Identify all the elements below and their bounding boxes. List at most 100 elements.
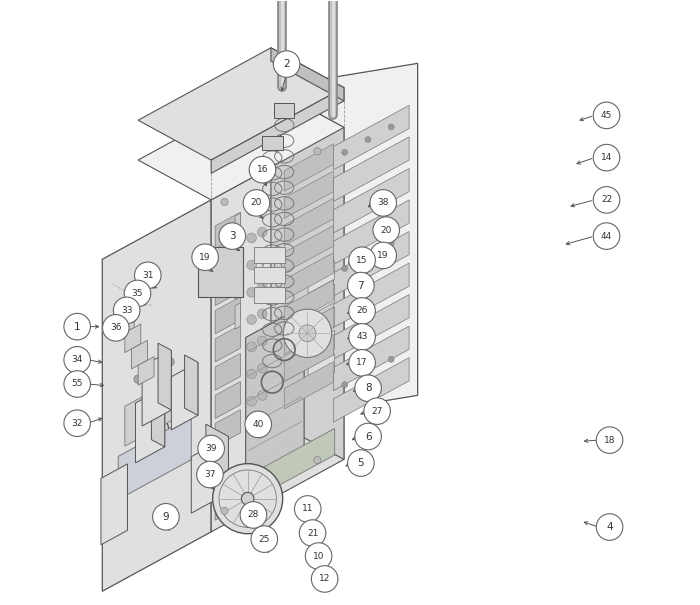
Text: 37: 37 — [204, 470, 216, 479]
Polygon shape — [125, 324, 141, 353]
Polygon shape — [215, 410, 240, 446]
Circle shape — [314, 148, 321, 155]
Circle shape — [314, 456, 321, 463]
Text: 3: 3 — [229, 231, 236, 241]
Polygon shape — [284, 307, 333, 355]
Circle shape — [389, 356, 394, 362]
Text: 32: 32 — [71, 419, 83, 428]
Circle shape — [241, 492, 254, 505]
Text: 15: 15 — [356, 256, 368, 265]
Circle shape — [312, 566, 338, 592]
Polygon shape — [271, 88, 344, 459]
Circle shape — [596, 514, 623, 540]
Circle shape — [365, 137, 371, 143]
Text: 27: 27 — [372, 407, 383, 416]
Circle shape — [198, 435, 225, 462]
Text: 20: 20 — [251, 198, 262, 208]
Text: 55: 55 — [71, 379, 83, 388]
Polygon shape — [138, 356, 154, 385]
Text: 38: 38 — [377, 198, 389, 208]
Polygon shape — [308, 330, 335, 363]
Circle shape — [243, 189, 270, 216]
Text: 26: 26 — [356, 307, 368, 315]
Circle shape — [348, 450, 374, 476]
Circle shape — [213, 463, 283, 534]
Polygon shape — [101, 464, 127, 544]
Polygon shape — [246, 306, 304, 494]
Polygon shape — [333, 232, 409, 296]
Circle shape — [197, 461, 223, 488]
Polygon shape — [333, 295, 409, 359]
Text: 14: 14 — [601, 153, 612, 162]
Polygon shape — [125, 393, 149, 446]
FancyBboxPatch shape — [274, 103, 295, 118]
Circle shape — [389, 124, 394, 130]
Circle shape — [349, 350, 375, 376]
Polygon shape — [235, 243, 240, 269]
Text: 22: 22 — [601, 195, 612, 204]
Text: 40: 40 — [253, 420, 264, 429]
Circle shape — [295, 495, 321, 522]
Polygon shape — [215, 240, 240, 277]
Polygon shape — [333, 200, 409, 264]
Circle shape — [273, 51, 300, 77]
Polygon shape — [118, 417, 191, 500]
Text: 7: 7 — [358, 281, 364, 290]
Circle shape — [247, 369, 256, 379]
Text: 21: 21 — [307, 529, 319, 538]
Text: 44: 44 — [601, 232, 612, 241]
Circle shape — [64, 371, 90, 397]
Polygon shape — [333, 263, 409, 327]
Circle shape — [220, 198, 228, 206]
Circle shape — [370, 189, 396, 216]
Circle shape — [149, 424, 162, 436]
Text: 20: 20 — [381, 226, 392, 235]
Text: 5: 5 — [358, 458, 364, 468]
Circle shape — [150, 366, 158, 374]
Polygon shape — [235, 303, 240, 329]
Polygon shape — [138, 88, 344, 200]
Polygon shape — [172, 362, 198, 430]
Polygon shape — [308, 354, 335, 387]
Circle shape — [349, 298, 375, 324]
Polygon shape — [132, 340, 148, 369]
Circle shape — [355, 424, 382, 450]
Circle shape — [64, 313, 90, 340]
Circle shape — [365, 253, 371, 259]
Circle shape — [355, 375, 382, 402]
Circle shape — [247, 424, 256, 433]
Circle shape — [245, 411, 272, 437]
Circle shape — [349, 324, 375, 350]
Text: 28: 28 — [248, 511, 259, 520]
Circle shape — [373, 217, 400, 243]
Polygon shape — [235, 273, 240, 299]
Polygon shape — [284, 280, 333, 327]
Polygon shape — [142, 350, 172, 426]
Circle shape — [258, 418, 267, 428]
Polygon shape — [185, 355, 198, 416]
Circle shape — [258, 227, 267, 237]
Text: 36: 36 — [110, 323, 122, 332]
Circle shape — [348, 272, 374, 299]
Polygon shape — [158, 375, 182, 428]
Circle shape — [342, 266, 348, 272]
Text: 1: 1 — [74, 322, 81, 332]
FancyBboxPatch shape — [199, 247, 243, 298]
Circle shape — [370, 242, 396, 269]
Circle shape — [134, 375, 142, 384]
Polygon shape — [271, 48, 344, 101]
Circle shape — [258, 255, 267, 264]
Circle shape — [299, 325, 316, 342]
Circle shape — [300, 520, 326, 546]
Circle shape — [249, 157, 276, 183]
Circle shape — [124, 280, 150, 307]
Text: 25: 25 — [258, 535, 270, 544]
Polygon shape — [206, 424, 228, 493]
Text: 6: 6 — [365, 431, 372, 442]
Circle shape — [220, 507, 228, 514]
Polygon shape — [235, 213, 240, 240]
Circle shape — [192, 244, 218, 270]
Circle shape — [342, 149, 348, 155]
Polygon shape — [118, 308, 134, 336]
Circle shape — [258, 336, 267, 346]
